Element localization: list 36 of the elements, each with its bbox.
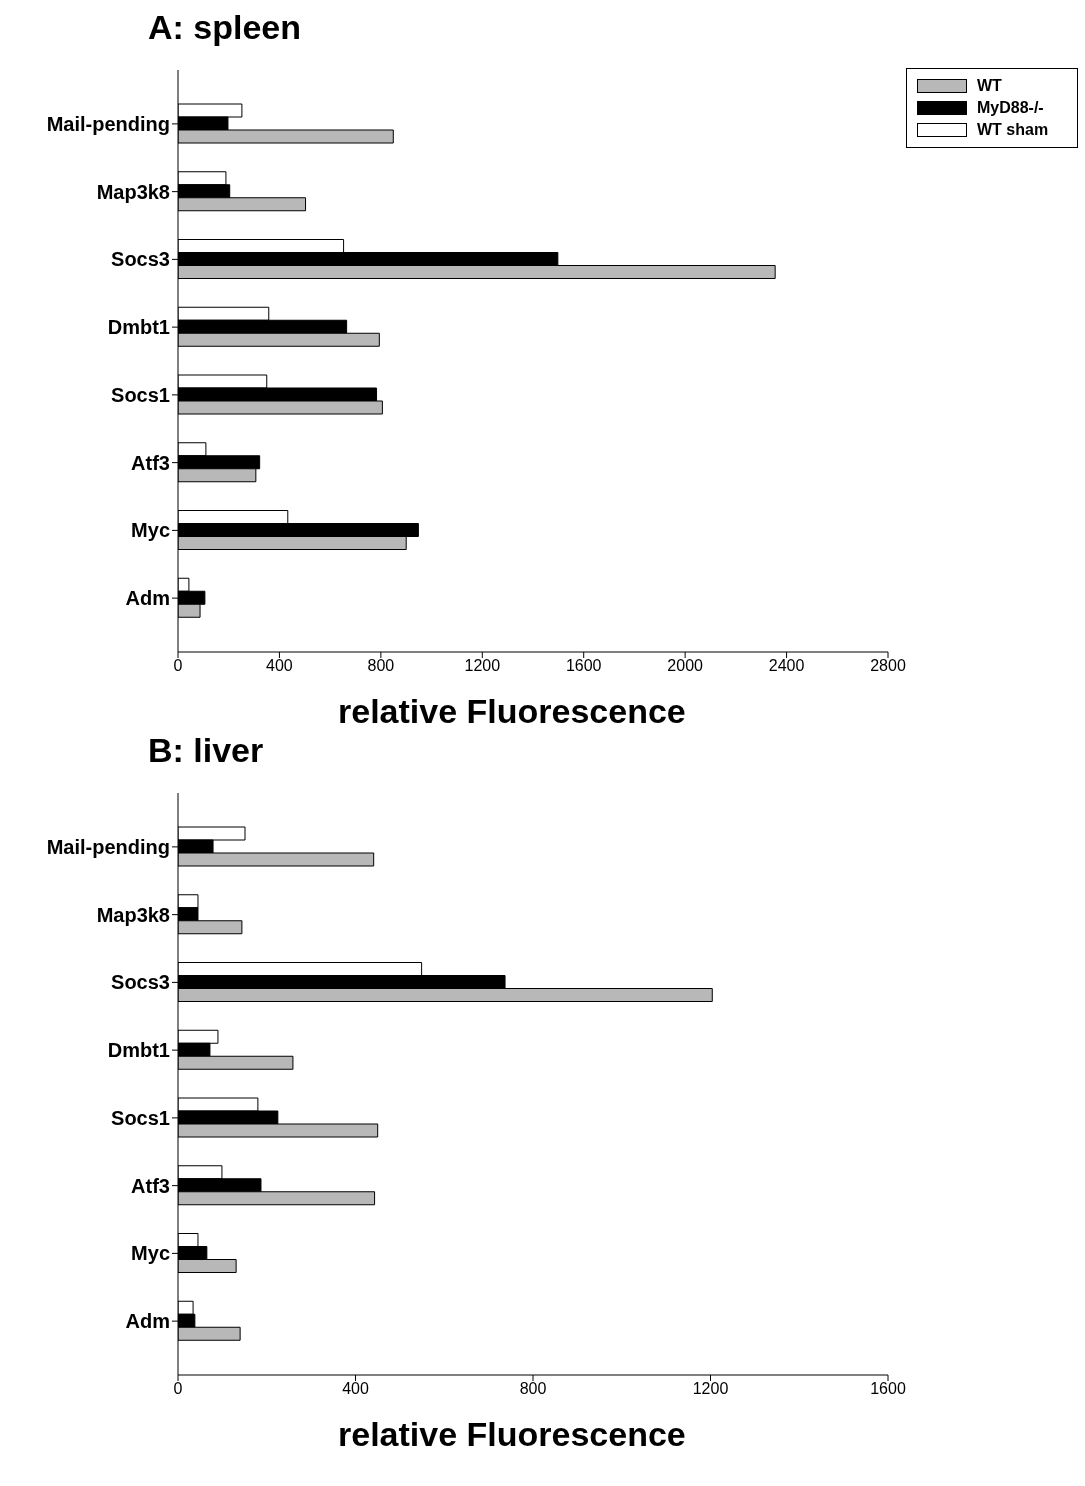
x-tick-label: 0 xyxy=(173,1380,183,1398)
x-tick-label: 400 xyxy=(342,1380,369,1398)
x-tick-label: 1200 xyxy=(692,1380,729,1398)
x-axis-title: relative Fluorescence xyxy=(338,1415,687,1454)
x-tick-label: 2000 xyxy=(667,657,704,675)
x-tick-label: 0 xyxy=(173,657,183,675)
legend-label: WT sham xyxy=(977,120,1049,140)
x-tick-label: 800 xyxy=(367,657,395,675)
x-tick-label: 1600 xyxy=(870,1380,906,1398)
y-tick-label: Mail-pending xyxy=(46,835,170,858)
y-tick-label: Atf3 xyxy=(131,451,170,474)
y-tick-label: Dmbt1 xyxy=(107,1039,170,1062)
x-tick-label: 800 xyxy=(519,1380,547,1398)
x-tick-label: 2800 xyxy=(870,657,906,675)
y-tick-label: Socs3 xyxy=(111,971,170,994)
y-tick-label: Adm xyxy=(125,587,170,610)
y-tick-label: Socs1 xyxy=(111,1106,170,1129)
legend-label: WT xyxy=(977,76,1002,96)
y-tick-label: Myc xyxy=(131,519,170,542)
x-tick-label: 1200 xyxy=(464,657,501,675)
chart-title: B: liver xyxy=(148,731,265,771)
x-tick-label: 400 xyxy=(266,657,293,675)
x-tick-label: 2400 xyxy=(768,657,805,675)
chart-title: A: spleen xyxy=(148,8,303,48)
legend-label: MyD88-/- xyxy=(977,98,1044,118)
y-tick-label: Socs1 xyxy=(111,383,170,406)
y-tick-label: Dmbt1 xyxy=(107,316,170,339)
x-axis-title: relative Fluorescence xyxy=(338,692,687,731)
y-tick-label: Mail-pending xyxy=(46,112,170,135)
y-tick-label: Socs3 xyxy=(111,248,170,271)
y-tick-label: Map3k8 xyxy=(96,180,170,203)
x-tick-label: 1600 xyxy=(565,657,602,675)
y-tick-label: Map3k8 xyxy=(96,903,170,926)
y-tick-label: Adm xyxy=(125,1310,170,1333)
y-tick-label: Atf3 xyxy=(131,1174,170,1197)
y-tick-label: Myc xyxy=(131,1242,170,1265)
